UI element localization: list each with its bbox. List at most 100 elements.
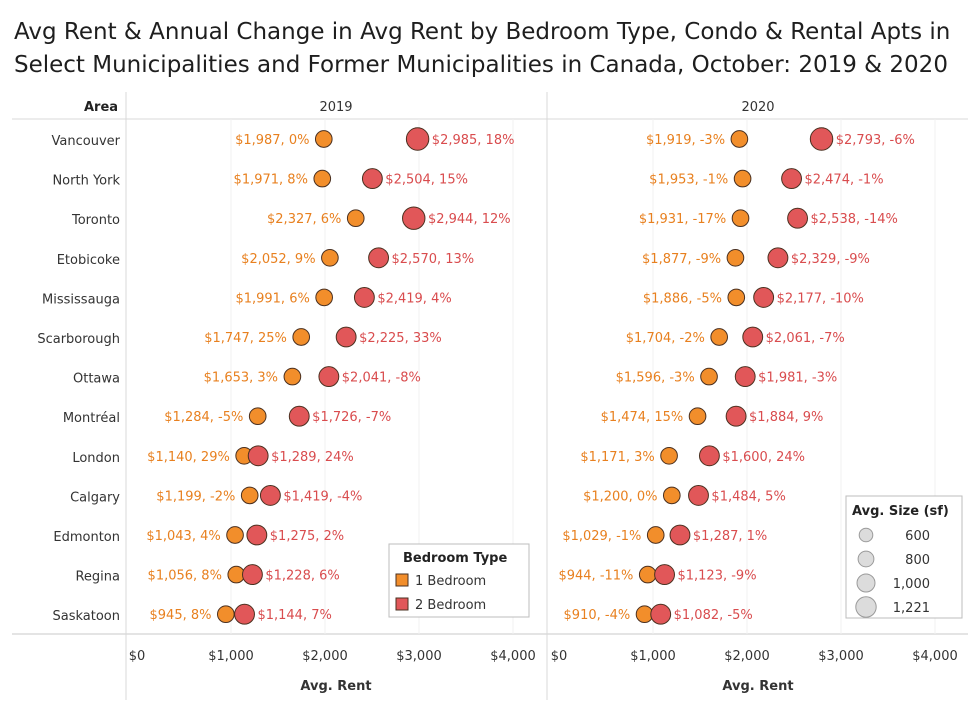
point-1-bedroom [688, 407, 707, 426]
data-label-1-bedroom: $1,043, 4% [146, 529, 220, 544]
point-1-bedroom [660, 446, 678, 465]
data-label-2-bedroom: $1,144, 7% [257, 608, 331, 623]
point-1-bedroom [314, 130, 333, 148]
row-header: Area [84, 100, 118, 115]
point-2-bedroom [353, 286, 375, 308]
point-2-bedroom [368, 247, 390, 269]
point-2-bedroom [809, 127, 834, 151]
point-1-bedroom [292, 328, 311, 346]
x-tick-label: $4,000 [490, 649, 536, 664]
panel-header-2019: 2019 [319, 100, 352, 115]
data-label-2-bedroom: $2,570, 13% [392, 252, 475, 267]
data-label-1-bedroom: $1,140, 29% [147, 450, 230, 465]
area-label: London [72, 451, 120, 466]
area-label: Mississauga [42, 292, 120, 307]
point-1-bedroom [248, 407, 267, 426]
point-1-bedroom [727, 288, 746, 307]
point-1-bedroom [733, 169, 752, 188]
point-1-bedroom [315, 288, 333, 307]
x-tick-label: $1,000 [208, 649, 254, 664]
color-legend-box [388, 543, 530, 618]
point-2-bedroom [742, 326, 764, 348]
data-label-1-bedroom: $1,596, -3% [616, 371, 695, 386]
x-tick-label: $0 [129, 649, 146, 664]
color-legend-title: Bedroom Type [403, 551, 507, 566]
data-label-1-bedroom: $1,886, -5% [643, 291, 722, 306]
point-1-bedroom [217, 605, 235, 624]
data-label-2-bedroom: $2,177, -10% [777, 291, 864, 306]
data-label-2-bedroom: $2,504, 15% [385, 173, 468, 188]
point-2-bedroom [259, 484, 281, 506]
point-2-bedroom [767, 247, 789, 269]
color-legend-swatch [395, 573, 409, 587]
data-label-2-bedroom: $2,419, 4% [377, 291, 451, 306]
x-tick-label: $0 [551, 649, 568, 664]
x-tick-label: $3,000 [818, 649, 864, 664]
data-label-2-bedroom: $2,061, -7% [766, 331, 845, 346]
data-label-2-bedroom: $1,123, -9% [677, 569, 756, 584]
point-1-bedroom [321, 248, 339, 267]
data-label-1-bedroom: $1,284, -5% [164, 410, 243, 425]
data-label-1-bedroom: $2,052, 9% [241, 252, 315, 267]
data-label-2-bedroom: $2,474, -1% [804, 173, 883, 188]
data-label-1-bedroom: $945, 8% [150, 608, 212, 623]
point-1-bedroom [283, 367, 302, 386]
area-label: Toronto [71, 213, 120, 228]
area-label: Etobicoke [57, 253, 120, 268]
size-legend-label: 600 [905, 529, 930, 544]
data-label-2-bedroom: $1,884, 9% [749, 410, 823, 425]
data-label-1-bedroom: $1,474, 15% [601, 410, 684, 425]
data-label-1-bedroom: $1,931, -17% [639, 212, 726, 227]
point-2-bedroom [725, 405, 747, 427]
point-2-bedroom [753, 286, 775, 308]
point-1-bedroom [710, 328, 728, 346]
data-label-2-bedroom: $1,289, 24% [271, 450, 354, 465]
point-1-bedroom [313, 169, 332, 188]
size-legend-label: 1,000 [893, 577, 930, 592]
point-1-bedroom [638, 565, 657, 584]
data-label-2-bedroom: $1,726, -7% [312, 410, 391, 425]
data-label-2-bedroom: $2,793, -6% [836, 133, 915, 148]
data-label-2-bedroom: $2,329, -9% [791, 252, 870, 267]
point-2-bedroom [288, 405, 310, 427]
point-2-bedroom [361, 168, 383, 190]
area-label: Edmonton [53, 530, 120, 545]
data-label-2-bedroom: $2,041, -8% [342, 371, 421, 386]
data-label-1-bedroom: $1,987, 0% [235, 133, 309, 148]
data-label-2-bedroom: $1,600, 24% [722, 450, 805, 465]
area-label: Montréal [63, 411, 120, 426]
color-legend-label: 2 Bedroom [415, 598, 486, 613]
data-label-2-bedroom: $2,538, -14% [811, 212, 898, 227]
data-label-2-bedroom: $1,981, -3% [758, 371, 837, 386]
chart-title-line-1: Avg Rent & Annual Change in Avg Rent by … [14, 19, 951, 45]
chart-title-line-2: Select Municipalities and Former Municip… [14, 52, 948, 78]
point-1-bedroom [346, 209, 365, 228]
data-label-1-bedroom: $1,199, -2% [156, 489, 235, 504]
data-label-2-bedroom: $1,419, -4% [283, 489, 362, 504]
point-2-bedroom [787, 207, 809, 229]
data-label-2-bedroom: $2,944, 12% [428, 212, 511, 227]
data-label-1-bedroom: $2,327, 6% [267, 212, 341, 227]
point-1-bedroom [726, 248, 745, 267]
point-2-bedroom [781, 168, 802, 190]
x-tick-label: $4,000 [912, 649, 958, 664]
point-1-bedroom [731, 209, 750, 228]
color-legend-swatch [395, 597, 409, 611]
data-label-2-bedroom: $2,985, 18% [432, 133, 515, 148]
size-legend-label: 1,221 [893, 601, 930, 616]
x-tick-label: $1,000 [630, 649, 676, 664]
data-label-1-bedroom: $1,704, -2% [626, 331, 705, 346]
size-legend-circle [855, 596, 877, 618]
point-1-bedroom [700, 367, 718, 386]
area-label: Ottawa [73, 372, 120, 387]
point-2-bedroom [246, 524, 268, 546]
data-label-1-bedroom: $1,056, 8% [148, 569, 222, 584]
data-label-1-bedroom: $1,953, -1% [649, 173, 728, 188]
data-label-1-bedroom: $910, -4% [564, 608, 631, 623]
point-2-bedroom [234, 603, 255, 625]
size-legend-circle [857, 550, 875, 568]
size-legend-circle [856, 573, 876, 593]
panel-header-2020: 2020 [741, 100, 774, 115]
size-legend-circle [858, 527, 874, 543]
